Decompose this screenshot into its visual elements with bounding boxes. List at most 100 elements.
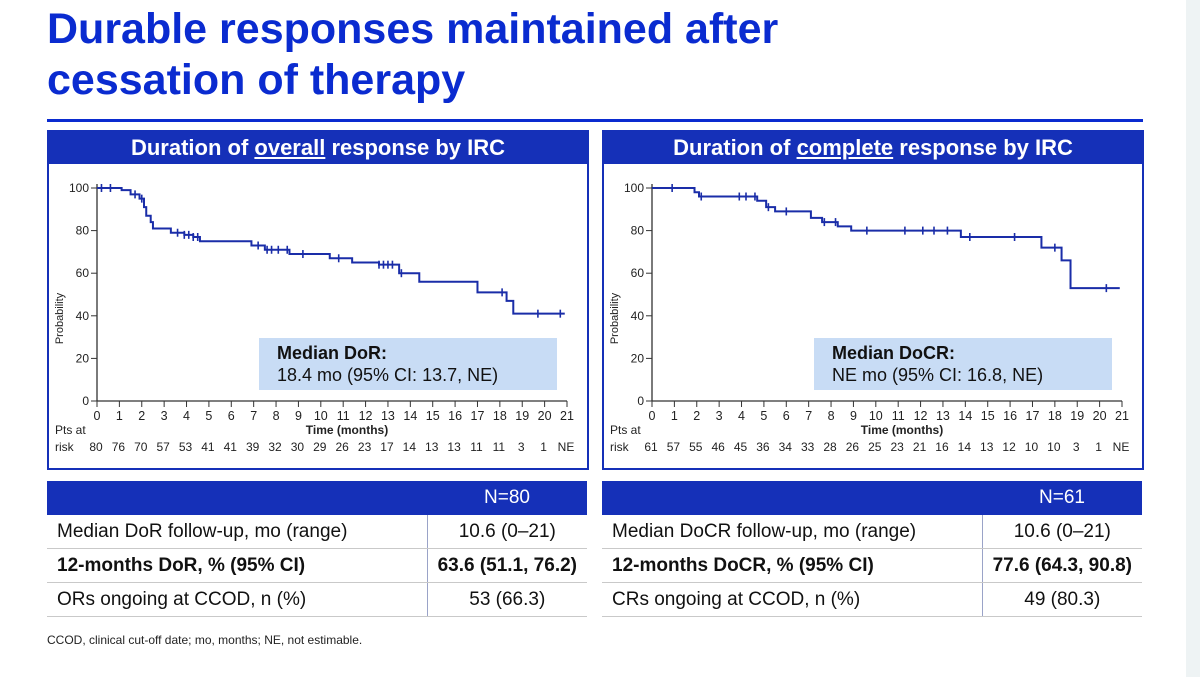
x-tick-label: 4 bbox=[183, 409, 190, 423]
x-tick-label: 7 bbox=[805, 409, 812, 423]
median-label: Median DoR: bbox=[277, 343, 387, 363]
row-label: Median DoCR follow-up, mo (range) bbox=[602, 515, 983, 549]
risk-number: 21 bbox=[913, 440, 927, 454]
x-tick-label: 12 bbox=[359, 409, 373, 423]
y-tick-label: 0 bbox=[82, 394, 89, 408]
risk-number: 10 bbox=[1047, 440, 1061, 454]
slide-title: Durable responses maintained after cessa… bbox=[47, 4, 947, 106]
x-tick-label: 8 bbox=[828, 409, 835, 423]
risk-number: 13 bbox=[425, 440, 439, 454]
title-divider bbox=[47, 119, 1143, 122]
risk-number: 28 bbox=[823, 440, 837, 454]
x-tick-label: 14 bbox=[958, 409, 972, 423]
x-tick-label: 2 bbox=[693, 409, 700, 423]
y-tick-label: 0 bbox=[637, 394, 644, 408]
x-tick-label: 0 bbox=[649, 409, 656, 423]
x-tick-label: 5 bbox=[760, 409, 767, 423]
risk-number: NE bbox=[558, 440, 575, 454]
km-survival-curve bbox=[652, 187, 1120, 290]
x-tick-label: 11 bbox=[892, 409, 905, 423]
x-tick-label: 2 bbox=[138, 409, 145, 423]
y-tick-label: 20 bbox=[631, 351, 645, 365]
risk-number: 41 bbox=[201, 440, 215, 454]
median-docr-box: Median DoCR: NE mo (95% CI: 16.8, NE) bbox=[814, 338, 1112, 390]
risk-number: 36 bbox=[756, 440, 770, 454]
risk-number: 3 bbox=[518, 440, 525, 454]
y-tick-label: 20 bbox=[76, 351, 90, 365]
x-tick-label: 13 bbox=[381, 409, 395, 423]
x-tick-label: 5 bbox=[205, 409, 212, 423]
x-tick-label: 0 bbox=[94, 409, 101, 423]
footnote: CCOD, clinical cut-off date; mo, months;… bbox=[47, 633, 363, 647]
risk-number: 25 bbox=[868, 440, 882, 454]
row-value: 10.6 (0–21) bbox=[426, 515, 587, 549]
risk-number: 23 bbox=[358, 440, 372, 454]
risk-number: 57 bbox=[156, 440, 170, 454]
risk-number: 33 bbox=[801, 440, 815, 454]
y-axis-label: Probability bbox=[609, 292, 621, 344]
risk-number: 11 bbox=[493, 440, 506, 454]
risk-number: 3 bbox=[1073, 440, 1080, 454]
table-header-blank bbox=[602, 481, 983, 515]
x-tick-label: 20 bbox=[1093, 409, 1107, 423]
risk-number: 11 bbox=[470, 440, 483, 454]
risk-number: 10 bbox=[1025, 440, 1039, 454]
header-suffix: response by IRC bbox=[325, 135, 506, 160]
y-tick-label: 60 bbox=[76, 266, 90, 280]
x-tick-label: 10 bbox=[314, 409, 328, 423]
x-axis-label: Time (months) bbox=[861, 423, 943, 437]
risk-number: 55 bbox=[689, 440, 703, 454]
x-tick-label: 21 bbox=[560, 409, 574, 423]
x-tick-label: 11 bbox=[337, 409, 350, 423]
chart-header: Duration of complete response by IRC bbox=[604, 132, 1142, 164]
x-tick-label: 1 bbox=[671, 409, 678, 423]
risk-number: 13 bbox=[980, 440, 994, 454]
km-survival-curve bbox=[97, 187, 565, 315]
risk-number: 13 bbox=[447, 440, 461, 454]
x-tick-label: 13 bbox=[936, 409, 950, 423]
x-tick-label: 16 bbox=[448, 409, 462, 423]
risk-number: 12 bbox=[1002, 440, 1016, 454]
overall-response-chart-panel: Duration of overall response by IRC 0 20 4… bbox=[47, 130, 589, 470]
risk-number: 30 bbox=[291, 440, 305, 454]
x-tick-label: 12 bbox=[914, 409, 928, 423]
row-label: 12-months DoR, % (95% CI) bbox=[47, 548, 428, 583]
docr-stats-table: N=61 Median DoCR follow-up, mo (range) 1… bbox=[602, 481, 1142, 617]
row-value: 53 (66.3) bbox=[426, 582, 587, 617]
risk-number: 39 bbox=[246, 440, 260, 454]
risk-label-line1: Pts at bbox=[610, 423, 641, 437]
n-header: N=61 bbox=[982, 481, 1142, 515]
x-tick-label: 17 bbox=[471, 409, 485, 423]
median-dor-box: Median DoR: 18.4 mo (95% CI: 13.7, NE) bbox=[259, 338, 557, 390]
x-tick-label: 20 bbox=[538, 409, 552, 423]
y-tick-label: 60 bbox=[631, 266, 645, 280]
x-tick-label: 15 bbox=[981, 409, 995, 423]
y-tick-label: 40 bbox=[631, 309, 645, 323]
y-tick-label: 100 bbox=[69, 181, 89, 195]
median-label: Median DoCR: bbox=[832, 343, 955, 363]
risk-number: 46 bbox=[711, 440, 725, 454]
x-tick-label: 6 bbox=[228, 409, 235, 423]
risk-number: 1 bbox=[540, 440, 547, 454]
table-row: Median DoR follow-up, mo (range) 10.6 (0… bbox=[47, 515, 587, 549]
chart-header: Duration of overall response by IRC bbox=[49, 132, 587, 164]
x-tick-label: 6 bbox=[783, 409, 790, 423]
title-line-2: cessation of therapy bbox=[47, 56, 466, 104]
median-value: NE mo (95% CI: 16.8, NE) bbox=[832, 365, 1044, 385]
x-tick-label: 7 bbox=[250, 409, 257, 423]
x-tick-label: 19 bbox=[515, 409, 529, 423]
risk-number: 61 bbox=[644, 440, 658, 454]
row-value: 63.6 (51.1, 76.2) bbox=[426, 548, 587, 583]
table-row: ORs ongoing at CCOD, n (%) 53 (66.3) bbox=[47, 582, 587, 617]
x-tick-label: 14 bbox=[403, 409, 417, 423]
risk-number: 23 bbox=[891, 440, 905, 454]
risk-label-line2: risk bbox=[55, 440, 75, 454]
risk-number: 26 bbox=[336, 440, 350, 454]
risk-number: 26 bbox=[846, 440, 860, 454]
risk-number: 14 bbox=[958, 440, 972, 454]
header-emphasis: complete bbox=[796, 135, 894, 160]
row-label: ORs ongoing at CCOD, n (%) bbox=[47, 582, 428, 617]
y-axis-label: Probability bbox=[54, 292, 66, 344]
header-emphasis: overall bbox=[254, 135, 326, 160]
